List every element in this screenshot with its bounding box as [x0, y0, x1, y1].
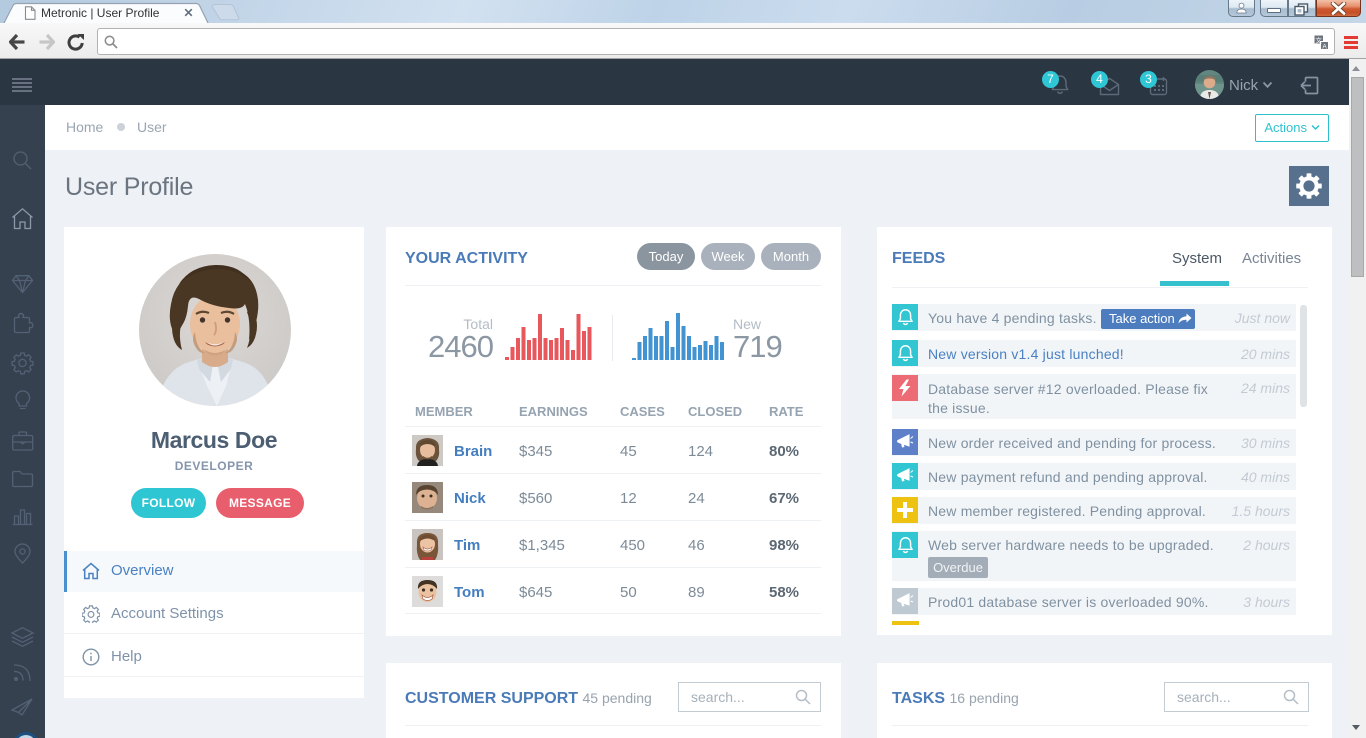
svg-text:文: 文	[1315, 35, 1322, 44]
svg-text:A: A	[1322, 43, 1327, 50]
